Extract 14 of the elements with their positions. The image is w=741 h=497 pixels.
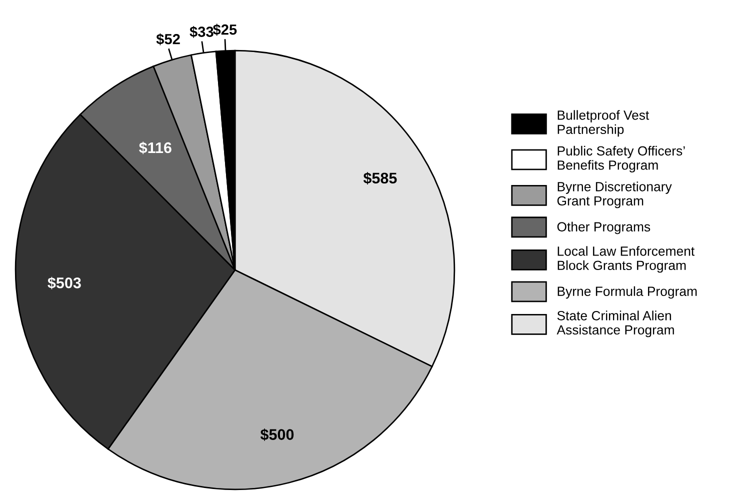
data-label: $503: [48, 276, 81, 290]
data-label: $585: [363, 172, 397, 185]
legend-label: Other Programs: [557, 222, 650, 234]
data-label: $52: [156, 33, 180, 46]
legend-label: Byrne Formula Program: [558, 286, 697, 299]
data-label: $116: [139, 142, 172, 154]
legend-label: State Criminal Alien Assistance Program: [556, 310, 674, 338]
data-label: $25: [212, 24, 237, 36]
legend-label: Byrne Discretionary Grant Program: [557, 182, 672, 208]
legend-label: Public Safety Officers’ Benefits Program: [558, 146, 685, 172]
legend-label: Local Law Enforcement Block Grants Program: [558, 246, 695, 273]
data-label: $33: [190, 26, 214, 38]
legend-label: Bulletproof Vest Partnership: [558, 110, 650, 137]
data-label: $500: [260, 428, 294, 441]
